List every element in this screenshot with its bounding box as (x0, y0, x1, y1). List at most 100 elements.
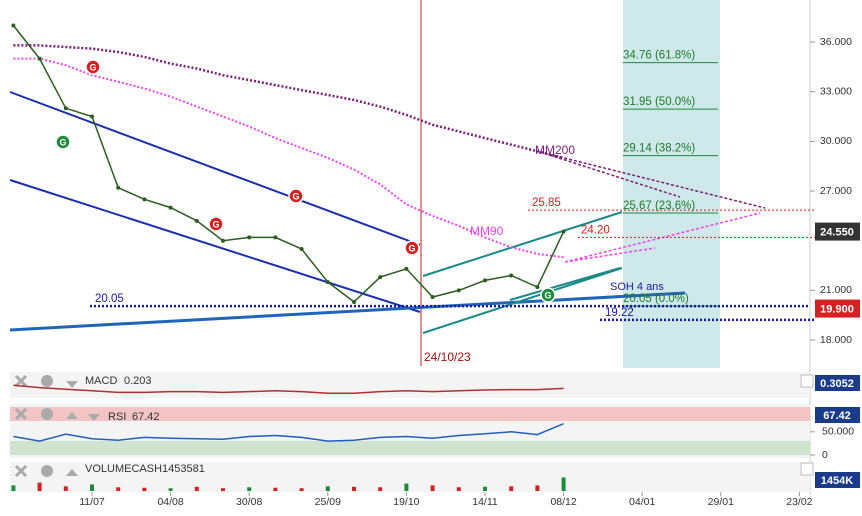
y-tick-label: 27.000 (820, 185, 852, 197)
price-badge (815, 222, 860, 241)
macd-line (13, 384, 564, 394)
indicator-name: VOLUMECASH (85, 463, 162, 475)
panel-icons (14, 374, 100, 478)
moving-average (13, 44, 564, 160)
price-point (247, 235, 252, 240)
volume-bar (247, 487, 252, 491)
volume-bar (273, 487, 278, 491)
checkbox[interactable] (800, 374, 814, 388)
signal-label: G (59, 137, 66, 147)
price-point (352, 299, 356, 304)
price-point (63, 106, 68, 111)
price-point (325, 280, 330, 285)
settings-icon[interactable] (41, 375, 53, 387)
price-point (483, 278, 487, 283)
signal-badge (208, 216, 224, 232)
price-line (12, 25, 565, 303)
volume-bar (221, 488, 225, 491)
signal-badge (288, 188, 304, 204)
y-tick-label: 33.000 (820, 85, 852, 97)
volume-bar (194, 486, 199, 491)
moving-average (13, 57, 564, 259)
volume-bar (404, 483, 409, 491)
x-tick-label: 25/09 (315, 496, 341, 508)
ma-label: MM90 (470, 224, 504, 238)
price-point (221, 238, 225, 243)
volume-bar (142, 487, 147, 491)
settings-icon[interactable] (41, 408, 53, 420)
y-tick-label: 50.000 (822, 426, 854, 438)
support-line (9, 291, 686, 332)
signal-label: G (89, 62, 96, 72)
x-tick-label: 04/01 (629, 496, 655, 508)
channel (9, 91, 421, 313)
checkbox[interactable] (800, 462, 814, 476)
level-label: 20.05 (95, 293, 124, 305)
rsi-oversold (10, 441, 810, 455)
price-badge-label: 19.900 (820, 303, 854, 315)
price-point (430, 294, 435, 299)
price-point (535, 285, 540, 290)
signal-label: G (544, 290, 551, 300)
price-badge (815, 299, 860, 318)
signal-label: G (292, 191, 299, 201)
volume-bar (63, 486, 68, 491)
level-label: 25.85 (532, 197, 561, 209)
volume-bar (352, 486, 356, 491)
indicator-badge-label: 1454K (821, 475, 853, 487)
volume-bar (37, 482, 42, 491)
x-tick-label: 14/11 (472, 496, 498, 508)
x-tick-label: 19/10 (393, 496, 419, 508)
volume-panel (10, 462, 810, 492)
y-tick-label: 36.000 (820, 36, 852, 48)
price-point (142, 197, 147, 202)
price-point (299, 246, 304, 251)
price-point (194, 218, 199, 223)
indicator-badge (815, 407, 860, 423)
volume-bar (90, 484, 94, 491)
volume-bar (535, 485, 540, 491)
rsi-line (13, 423, 564, 442)
price-point (11, 23, 16, 28)
volume-bar (483, 486, 487, 491)
volume-bar (11, 485, 16, 491)
price-point (273, 235, 278, 240)
volume-bar (378, 487, 383, 491)
close-icon[interactable] (14, 374, 28, 478)
indicator-badge-label: 67.42 (823, 410, 851, 422)
price-point (116, 185, 121, 190)
x-tick-label: 29/01 (708, 496, 734, 508)
indicator-value: 1453581 (162, 463, 205, 475)
volume-bar (116, 487, 121, 491)
x-tick-label: 08/12 (550, 496, 576, 508)
signal-label: G (212, 219, 219, 229)
x-tick-label: 23/02 (786, 496, 812, 508)
panels (10, 372, 814, 492)
price-point (168, 205, 173, 210)
price-point (378, 275, 383, 280)
support-annotation: SOH 4 ans (610, 281, 664, 293)
volume-bar (561, 477, 566, 491)
trendlines (9, 91, 766, 334)
y-tick-label: 30.000 (820, 135, 852, 147)
fib-label: 34.76 (61.8%) (623, 50, 695, 62)
fib-label: 20.05 (0.0%) (623, 293, 689, 305)
indicator-badge-label: 0.3052 (820, 378, 854, 390)
volume-bar (325, 486, 330, 491)
indicator-badge (815, 375, 860, 391)
y-tick-label: 0 (822, 449, 828, 461)
fib-label: 31.95 (50.0%) (623, 96, 695, 108)
signal-badge (404, 240, 420, 256)
x-tick-label: 30/08 (236, 496, 262, 508)
price-point (561, 229, 566, 234)
signal-label: G (408, 243, 415, 253)
level-label: 24.20 (581, 224, 610, 236)
settings-icon[interactable] (41, 465, 53, 477)
indicator-value: 0.203 (124, 375, 152, 387)
signal-badge (85, 59, 101, 75)
channel-up (422, 211, 623, 334)
price-point (37, 56, 42, 61)
x-tick-label: 11/07 (79, 496, 105, 508)
